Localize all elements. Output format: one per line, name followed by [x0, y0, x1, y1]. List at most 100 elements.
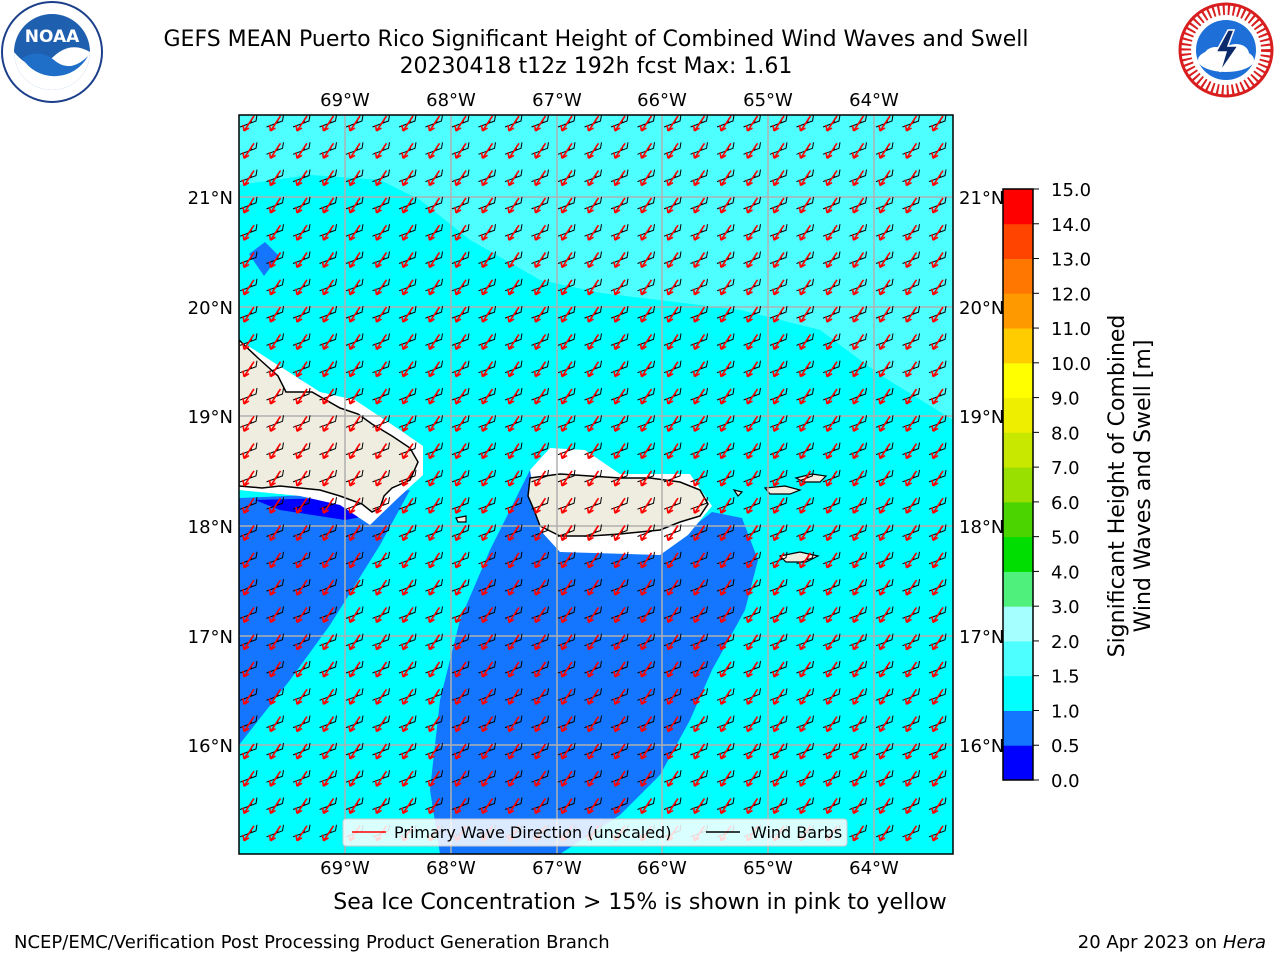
- wave-arrow: [454, 443, 467, 460]
- wave-arrow: [480, 606, 494, 624]
- wave-arrow: [745, 388, 759, 405]
- wave-arrow: [719, 333, 732, 351]
- colorbar-tick-label: 5.0: [1051, 528, 1080, 549]
- wave-arrow: [427, 415, 441, 432]
- wave-arrow: [904, 716, 918, 733]
- wave-arrow: [268, 142, 282, 159]
- wave-arrow: [401, 279, 414, 296]
- wave-arrow: [480, 170, 494, 187]
- wave-arrow: [560, 388, 573, 405]
- wave-arrow: [745, 415, 759, 432]
- wave-arrow: [348, 388, 361, 405]
- wave-arrow: [639, 470, 653, 487]
- wave-arrow: [295, 525, 308, 542]
- wave-arrow: [560, 798, 573, 815]
- colorbar-segment: [1003, 432, 1033, 468]
- wave-arrow: [745, 361, 759, 378]
- map-legend: Primary Wave Direction (unscaled) Wind B…: [342, 818, 848, 847]
- wave-arrow: [692, 443, 706, 460]
- nws-logo: [1178, 2, 1274, 98]
- wave-arrow: [401, 415, 414, 432]
- wave-arrow: [242, 661, 255, 678]
- colorbar-segment: [1003, 467, 1033, 503]
- wave-arrow: [401, 552, 414, 569]
- wave-arrow: [295, 197, 308, 214]
- colorbar-tick-label: 15.0: [1051, 180, 1091, 201]
- wave-arrow: [321, 552, 335, 569]
- wave-arrow: [268, 825, 282, 842]
- wave-arrow: [480, 525, 494, 542]
- wave-arrow: [268, 552, 282, 569]
- wave-arrow: [613, 142, 626, 159]
- wave-arrow: [533, 306, 547, 323]
- wave-arrow: [666, 252, 679, 269]
- wave-arrow: [931, 197, 944, 214]
- wave-arrow: [295, 470, 308, 487]
- wave-arrow: [825, 634, 838, 651]
- wave-arrow: [904, 770, 918, 787]
- wave-arrow: [454, 470, 467, 487]
- wave-arrow: [560, 579, 573, 596]
- wave-arrow: [480, 252, 494, 269]
- wave-arrow: [348, 716, 361, 733]
- wave-arrow: [295, 388, 308, 405]
- colorbar-tick-label: 1.5: [1051, 667, 1080, 688]
- wave-arrow: [427, 606, 441, 624]
- wave-arrow: [772, 306, 785, 323]
- wave-arrow: [613, 279, 626, 296]
- wave-arrow: [427, 333, 441, 351]
- wave-arrow: [851, 688, 865, 705]
- wave-arrow: [719, 361, 732, 378]
- wave-arrow: [480, 770, 494, 787]
- wave-arrow: [878, 716, 891, 733]
- wave-arrow: [560, 170, 573, 187]
- wave-arrow: [692, 552, 706, 569]
- wave-arrow: [798, 388, 812, 405]
- wave-arrow: [348, 197, 361, 214]
- wave-arrow: [242, 361, 255, 378]
- wave-arrow: [613, 716, 626, 733]
- wave-arrow: [745, 661, 759, 678]
- wave-arrow: [666, 497, 679, 514]
- wave-arrow: [692, 197, 706, 214]
- wave-arrow: [586, 252, 600, 269]
- wave-arrow: [772, 224, 785, 241]
- colorbar-tick-label: 10.0: [1051, 354, 1091, 375]
- wave-arrow: [586, 388, 600, 405]
- wave-arrow: [745, 279, 759, 296]
- wave-arrow: [401, 743, 414, 760]
- wave-arrow: [560, 224, 573, 241]
- wave-arrow: [533, 634, 547, 651]
- wave-arrow: [268, 388, 282, 405]
- wave-arrow: [454, 606, 467, 624]
- wave-arrow: [825, 415, 838, 432]
- wave-arrow: [692, 306, 706, 323]
- wave-arrow: [931, 497, 944, 514]
- wave-arrow: [295, 716, 308, 733]
- lon-label-bottom: 66°W: [637, 858, 687, 879]
- wave-arrow: [348, 361, 361, 378]
- colorbar-frame: [1002, 188, 1034, 781]
- wave-arrow: [719, 661, 732, 678]
- wave-arrow: [798, 552, 812, 569]
- lon-label-top: 69°W: [320, 90, 370, 111]
- wave-arrow: [321, 443, 335, 460]
- wave-arrow: [507, 197, 520, 214]
- wave-arrow: [480, 443, 494, 460]
- wave-arrow: [904, 443, 918, 460]
- wave-arrow: [242, 497, 255, 514]
- wave-arrow: [878, 606, 891, 624]
- wave-arrow: [666, 798, 679, 815]
- wave-arrow: [692, 333, 706, 351]
- wave-arrow: [295, 252, 308, 269]
- wave-arrow: [851, 388, 865, 405]
- wave-arrow: [348, 552, 361, 569]
- wave-arrow: [454, 170, 467, 187]
- wave-arrow: [268, 415, 282, 432]
- wave-arrow: [374, 552, 388, 569]
- wave-arrow: [454, 661, 467, 678]
- wave-arrow: [613, 525, 626, 542]
- wave-arrow: [348, 415, 361, 432]
- wave-arrow: [295, 688, 308, 705]
- wave-arrow: [772, 333, 785, 351]
